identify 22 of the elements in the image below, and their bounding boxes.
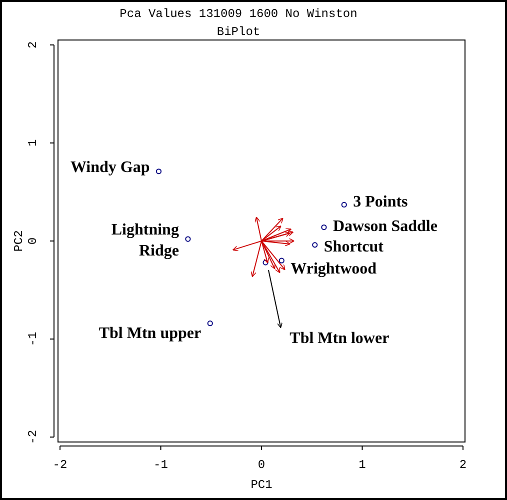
annotation: Tbl Mtn lower xyxy=(290,330,390,348)
annotation: Windy Gap xyxy=(70,158,150,176)
x-tick-label: -2 xyxy=(52,458,68,472)
y-tick-label: -1 xyxy=(26,332,40,346)
y-tick-label: 1 xyxy=(26,139,40,147)
y-tick-label: -2 xyxy=(26,430,40,444)
annotation: Lightning Ridge xyxy=(111,221,179,260)
annotation: Wrightwood xyxy=(290,260,377,278)
chart-title: Pca Values 131009 1600 No Winston xyxy=(120,7,358,21)
annotation: 3 Points xyxy=(353,194,408,211)
y-axis-title: PC2 xyxy=(12,230,26,252)
x-axis-title: PC1 xyxy=(250,478,272,492)
annotation: Shortcut xyxy=(324,238,384,256)
x-tick-label: 0 xyxy=(258,458,266,472)
chart-subtitle: BiPlot xyxy=(216,25,260,39)
x-tick-label: -1 xyxy=(154,458,168,472)
x-tick-label: 1 xyxy=(358,458,366,472)
annotation: Dawson Saddle xyxy=(332,218,438,236)
y-tick-label: 0 xyxy=(26,237,40,245)
annotation: Tbl Mtn upper xyxy=(98,324,202,342)
x-tick-label: 2 xyxy=(459,458,467,472)
y-tick-label: 2 xyxy=(26,41,40,49)
